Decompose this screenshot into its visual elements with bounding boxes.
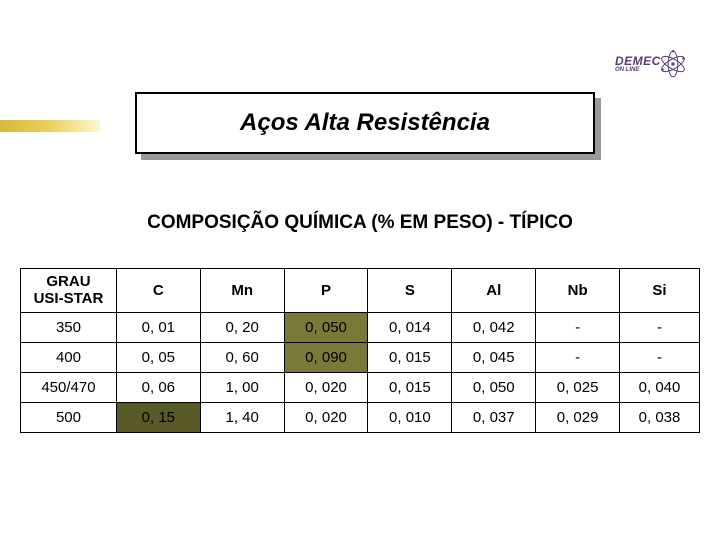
cell-grade: 500 [21,402,117,432]
cell-s: 0, 014 [368,312,452,342]
col-header-s: S [368,269,452,313]
cell-c: 0, 06 [116,372,200,402]
col-header-al: Al [452,269,536,313]
cell-nb: - [536,342,620,372]
cell-al: 0, 037 [452,402,536,432]
cell-s: 0, 015 [368,342,452,372]
title-frame: Aços Alta Resistência [135,92,595,154]
cell-si: 0, 040 [620,372,700,402]
cell-mn: 1, 40 [200,402,284,432]
cell-grade: 450/470 [21,372,117,402]
composition-table: GRAU USI-STAR C Mn P S Al Nb Si 350 0, 0… [20,268,700,433]
cell-grade: 400 [21,342,117,372]
col-header-mn: Mn [200,269,284,313]
col-header-si: Si [620,269,700,313]
cell-si: 0, 038 [620,402,700,432]
cell-s: 0, 010 [368,402,452,432]
cell-p: 0, 020 [284,372,368,402]
cell-p: 0, 090 [284,342,368,372]
table-row: 350 0, 01 0, 20 0, 050 0, 014 0, 042 - - [21,312,700,342]
cell-nb: 0, 025 [536,372,620,402]
cell-al: 0, 045 [452,342,536,372]
subtitle: COMPOSIÇÃO QUÍMICA (% EM PESO) - TÍPICO [0,212,720,234]
cell-si: - [620,312,700,342]
col-header-grade: GRAU USI-STAR [21,269,117,313]
cell-si: - [620,342,700,372]
cell-p: 0, 020 [284,402,368,432]
logo-brand: DEMEC [615,55,661,67]
cell-al: 0, 042 [452,312,536,342]
atom-icon [657,48,689,80]
accent-bar [0,120,100,132]
col-header-grade-l2: USI-STAR [34,290,104,307]
logo-text: DEMEC ON LINE [615,55,661,73]
cell-grade: 350 [21,312,117,342]
col-header-p: P [284,269,368,313]
logo: DEMEC ON LINE [615,40,695,88]
cell-nb: 0, 029 [536,402,620,432]
table-row: 450/470 0, 06 1, 00 0, 020 0, 015 0, 050… [21,372,700,402]
col-header-nb: Nb [536,269,620,313]
cell-s: 0, 015 [368,372,452,402]
cell-c: 0, 05 [116,342,200,372]
cell-mn: 1, 00 [200,372,284,402]
table-row: 400 0, 05 0, 60 0, 090 0, 015 0, 045 - - [21,342,700,372]
cell-nb: - [536,312,620,342]
cell-c: 0, 15 [116,402,200,432]
cell-mn: 0, 20 [200,312,284,342]
cell-mn: 0, 60 [200,342,284,372]
page-title: Aços Alta Resistência [240,109,490,137]
col-header-grade-l1: GRAU [46,273,90,290]
table-header-row: GRAU USI-STAR C Mn P S Al Nb Si [21,269,700,313]
table-row: 500 0, 15 1, 40 0, 020 0, 010 0, 037 0, … [21,402,700,432]
cell-c: 0, 01 [116,312,200,342]
col-header-c: C [116,269,200,313]
cell-p: 0, 050 [284,312,368,342]
cell-al: 0, 050 [452,372,536,402]
title-box: Aços Alta Resistência [135,92,595,154]
